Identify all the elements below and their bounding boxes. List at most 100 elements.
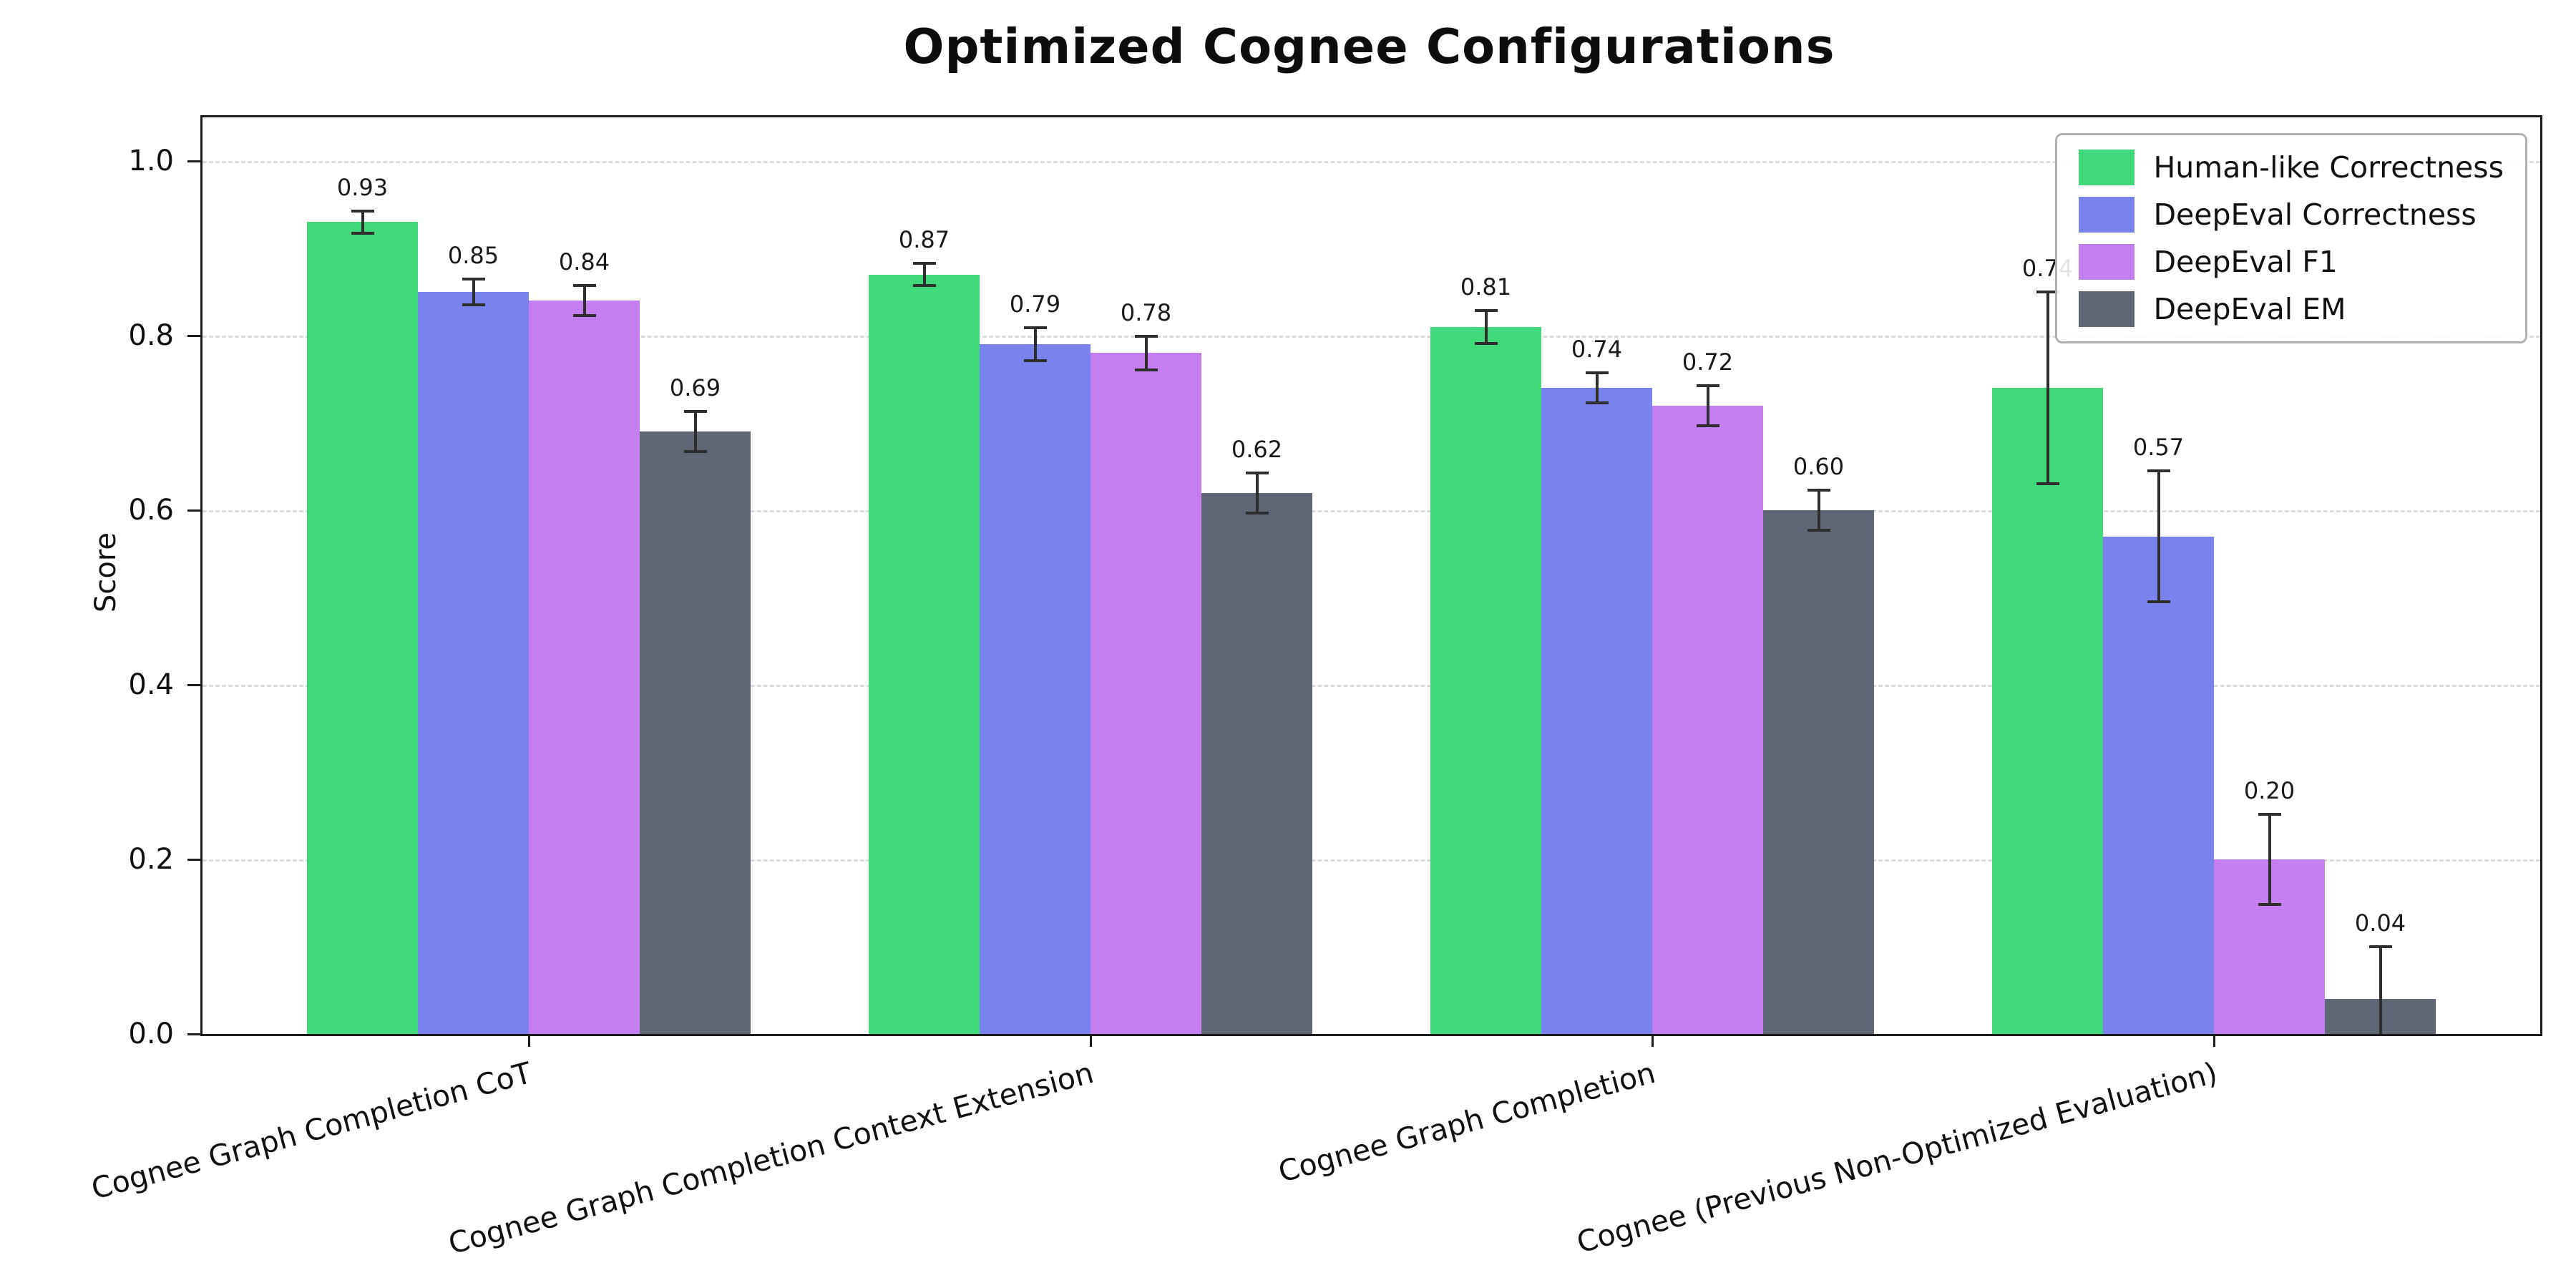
y-tick-mark xyxy=(187,858,200,861)
bar-groups: 0.93 0.85 0.84 0.69 0.87 0.79 0.78 0.62 0.81 0.74… xyxy=(203,117,2540,1034)
y-axis-label: Score xyxy=(89,532,122,613)
bar-slot: 0.72 xyxy=(1652,117,1763,1034)
value-label: 0.62 xyxy=(1231,435,1283,463)
grid-line xyxy=(203,510,2540,512)
legend-label: DeepEval Correctness xyxy=(2153,197,2477,232)
error-bar-cap-top xyxy=(683,410,707,414)
x-tick-mark xyxy=(1651,1034,1654,1047)
x-tick-label: Cognee (Previous Non-Optimized Evaluatio… xyxy=(1573,1055,2221,1260)
error-bar-cap-bottom xyxy=(462,303,485,307)
value-label: 0.60 xyxy=(1792,452,1845,480)
bar-slot: 0.69 xyxy=(640,117,751,1034)
legend-entry: Human-like Correctness xyxy=(2079,150,2504,185)
x-tick-mark xyxy=(1089,1034,1092,1047)
error-bar-cap-bottom xyxy=(1585,401,1609,404)
error-bar-cap-bottom xyxy=(912,284,936,288)
legend: Human-like Correctness DeepEval Correctne… xyxy=(2055,133,2527,343)
bar-slot: 0.57 xyxy=(2103,117,2214,1034)
bar-group: 0.87 0.79 0.78 0.62 xyxy=(869,117,1312,1034)
bar-slot: 0.78 xyxy=(1091,117,1201,1034)
error-bar-cap-top xyxy=(1696,384,1719,387)
value-label: 0.74 xyxy=(1571,336,1623,364)
error-bar-cap-top xyxy=(912,261,936,265)
bar-group: 0.74 0.57 0.20 0.04 xyxy=(1992,117,2436,1034)
value-label: 0.84 xyxy=(558,248,610,276)
error-bar xyxy=(582,286,586,316)
bar xyxy=(1992,388,2103,1034)
bar xyxy=(1541,388,1652,1034)
value-label: 0.93 xyxy=(336,173,389,201)
error-bar xyxy=(1595,373,1599,403)
value-label: 0.72 xyxy=(1682,348,1734,376)
legend-swatch xyxy=(2079,291,2135,327)
bar-group: 0.93 0.85 0.84 0.69 xyxy=(307,117,751,1034)
legend-label: Human-like Correctness xyxy=(2153,150,2504,185)
error-bar xyxy=(361,210,364,234)
bar xyxy=(1091,353,1201,1034)
value-label: 0.79 xyxy=(1009,291,1061,318)
plot-area: 0.93 0.85 0.84 0.69 0.87 0.79 0.78 0.62 0.81 0.74… xyxy=(128,115,2542,1048)
bar-slot: 0.93 xyxy=(307,117,418,1034)
x-tick-label: Cognee Graph Completion Context Extensio… xyxy=(444,1055,1098,1262)
legend-entry: DeepEval Correctness xyxy=(2079,197,2504,233)
error-bar-cap-top xyxy=(2147,469,2170,473)
value-label: 0.69 xyxy=(669,374,721,402)
y-tick-mark xyxy=(187,683,200,686)
error-bar-cap-bottom xyxy=(1245,511,1269,514)
y-tick-mark xyxy=(187,1033,200,1035)
bar xyxy=(307,222,418,1034)
bar-slot: 0.85 xyxy=(418,117,529,1034)
error-bar-cap-top xyxy=(2036,291,2059,293)
error-bar-cap-bottom xyxy=(683,450,707,454)
bar xyxy=(2103,536,2214,1034)
error-bar-cap-bottom xyxy=(2258,903,2281,907)
error-bar-cap-bottom xyxy=(351,232,374,235)
error-bar xyxy=(693,411,697,452)
legend-entry: DeepEval F1 xyxy=(2079,244,2504,280)
value-label: 0.20 xyxy=(2243,776,2296,804)
bar xyxy=(869,274,980,1034)
y-tick-label: 0.4 xyxy=(128,668,174,701)
error-bar xyxy=(1255,472,1259,513)
error-bar xyxy=(2379,947,2382,1034)
error-bar xyxy=(2046,292,2049,484)
error-bar-cap-bottom xyxy=(1474,341,1498,345)
error-bar xyxy=(1706,385,1709,426)
grid-line xyxy=(203,336,2540,338)
chart-title: Optimized Cognee Configurations xyxy=(903,19,1835,74)
bar-slot: 0.74 xyxy=(1541,117,1652,1034)
bar-slot: 0.04 xyxy=(2325,117,2436,1034)
error-bar-cap-bottom xyxy=(572,313,596,317)
y-tick-label: 1.0 xyxy=(128,145,174,177)
legend-entry: DeepEval EM xyxy=(2079,291,2504,327)
error-bar-cap-bottom xyxy=(2147,600,2170,604)
bar-slot: 0.60 xyxy=(1763,117,1874,1034)
bar xyxy=(1430,326,1541,1034)
error-bar xyxy=(2157,471,2160,602)
x-tick-mark xyxy=(527,1034,530,1047)
error-bar-cap-bottom xyxy=(2036,482,2059,486)
legend-label: DeepEval F1 xyxy=(2153,245,2338,279)
error-bar-cap-top xyxy=(462,277,485,280)
bar-slot: 0.79 xyxy=(980,117,1091,1034)
bar xyxy=(1652,405,1763,1034)
x-tick-label: Cognee Graph Completion xyxy=(1274,1055,1659,1189)
error-bar xyxy=(1144,336,1148,370)
bar xyxy=(418,292,529,1034)
error-bar xyxy=(1484,310,1488,343)
error-bar xyxy=(922,263,926,286)
y-tick-mark xyxy=(187,334,200,337)
error-bar-cap-top xyxy=(2258,812,2281,816)
x-tick-mark xyxy=(2212,1034,2215,1047)
error-bar-cap-top xyxy=(572,284,596,288)
bar-slot: 0.62 xyxy=(1201,117,1312,1034)
error-bar-cap-bottom xyxy=(1696,424,1719,427)
y-tick-label: 0.6 xyxy=(128,494,174,527)
error-bar xyxy=(472,278,475,306)
value-label: 0.85 xyxy=(447,241,499,269)
y-tick-label: 0.0 xyxy=(128,1018,174,1050)
y-tick-mark xyxy=(187,509,200,512)
error-bar-cap-top xyxy=(2368,945,2392,948)
bar xyxy=(980,344,1091,1034)
grid-line xyxy=(203,161,2540,163)
